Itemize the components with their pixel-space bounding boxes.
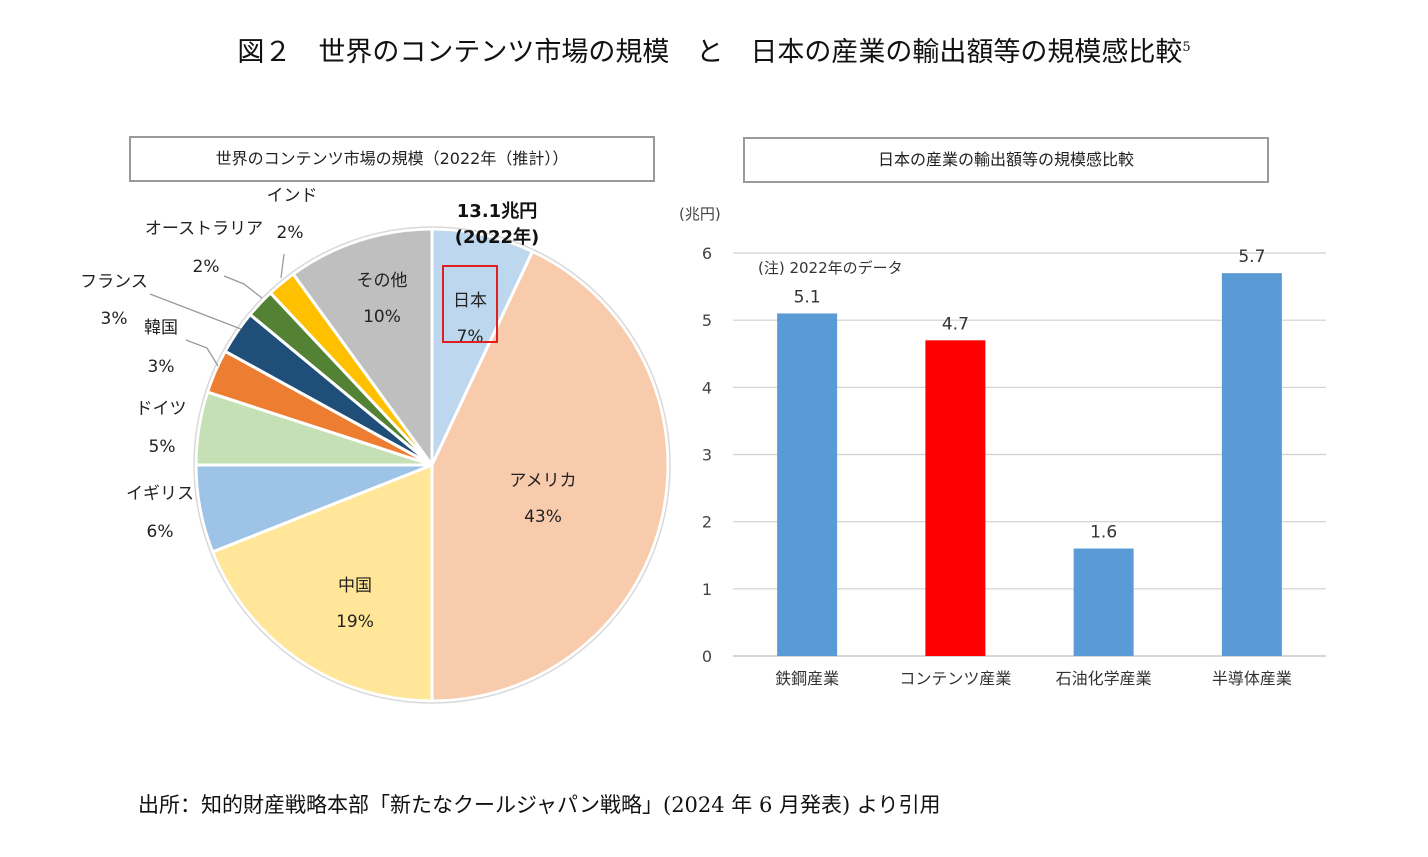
- bar-value-label-3: 5.7: [1238, 247, 1265, 267]
- pie-label-name-9: その他: [357, 271, 408, 291]
- pie-label-name-3: イギリス: [126, 484, 194, 504]
- bar-2: [1073, 548, 1134, 656]
- pie-label-name-2: 中国: [338, 576, 372, 596]
- source-note: 出所：知的財産戦略本部「新たなクールジャパン戦略」(2024 年 6 月発表) …: [138, 793, 941, 817]
- pie-slice-9: [291, 227, 434, 470]
- pie-label-pct-1: 43%: [524, 507, 562, 527]
- pie-leader-line-7: [223, 275, 263, 299]
- bar-ytick-6: 6: [702, 244, 712, 263]
- pie-total-annotation: 13.1兆円: [457, 201, 537, 222]
- pie-label-name-4: ドイツ: [136, 399, 187, 419]
- bar-value-label-0: 5.1: [794, 287, 821, 307]
- bar-0: [777, 313, 838, 656]
- figure-footnote-marker: 5: [1182, 40, 1191, 55]
- pie-leader-line-5: [185, 339, 219, 367]
- pie-chart-title: 世界のコンテンツ市場の規模（2022年（推計））: [129, 136, 655, 182]
- pie-outline: [193, 226, 671, 704]
- bar-category-label-0: 鉄鋼産業: [775, 669, 839, 688]
- bar-ytick-0: 0: [702, 647, 712, 666]
- pie-leader-line-6: [149, 293, 242, 330]
- pie-label-name-0: 日本: [453, 291, 487, 311]
- bar-ytick-4: 4: [702, 378, 712, 397]
- bar-category-label-1: コンテンツ産業: [899, 669, 1011, 688]
- bar-ytick-2: 2: [702, 513, 712, 532]
- pie-label-pct-6: 3%: [101, 309, 128, 329]
- pie-label-pct-7: 2%: [193, 257, 220, 277]
- bar-ytick-1: 1: [702, 580, 712, 599]
- bar-1: [925, 340, 986, 656]
- bar-3: [1221, 273, 1282, 656]
- bar-category-label-3: 半導体産業: [1212, 669, 1292, 688]
- bar-note: (注) 2022年のデータ: [758, 259, 903, 277]
- pie-slice-0: [430, 227, 535, 466]
- pie-year-annotation: (2022年): [455, 226, 540, 248]
- bar-ytick-5: 5: [702, 311, 712, 330]
- pie-leader-line-8: [280, 253, 285, 279]
- figure-title-text: 図２ 世界のコンテンツ市場の規模 と 日本の産業の輸出額等の規模感比較: [237, 37, 1183, 68]
- pie-label-pct-0: 7%: [457, 327, 484, 347]
- bar-ytick-3: 3: [702, 446, 712, 465]
- pie-slice-1: [430, 249, 670, 703]
- pie-label-pct-2: 19%: [336, 612, 374, 632]
- pie-label-pct-8: 2%: [277, 223, 304, 243]
- pie-label-pct-9: 10%: [363, 307, 401, 327]
- pie-label-name-7: オーストラリア: [145, 219, 263, 239]
- pie-label-pct-3: 6%: [147, 522, 174, 542]
- bar-category-label-2: 石油化学産業: [1056, 669, 1152, 688]
- pie-slice-2: [210, 462, 434, 703]
- bar-y-unit: (兆円): [679, 205, 721, 223]
- pie-label-name-5: 韓国: [144, 318, 178, 338]
- pie-label-pct-5: 3%: [148, 357, 175, 377]
- pie-label-name-6: フランス: [80, 272, 148, 292]
- bar-value-label-1: 4.7: [942, 314, 969, 334]
- pie-label-name-1: アメリカ: [509, 471, 576, 491]
- bar-value-label-2: 1.6: [1090, 523, 1117, 543]
- pie-label-pct-4: 5%: [149, 437, 176, 457]
- pie-highlight-box: [442, 265, 498, 343]
- figure-title: 図２ 世界のコンテンツ市場の規模 と 日本の産業の輸出額等の規模感比較5: [0, 30, 1428, 69]
- bar-chart-title: 日本の産業の輸出額等の規模感比較: [743, 137, 1269, 183]
- pie-label-name-8: インド: [267, 186, 318, 206]
